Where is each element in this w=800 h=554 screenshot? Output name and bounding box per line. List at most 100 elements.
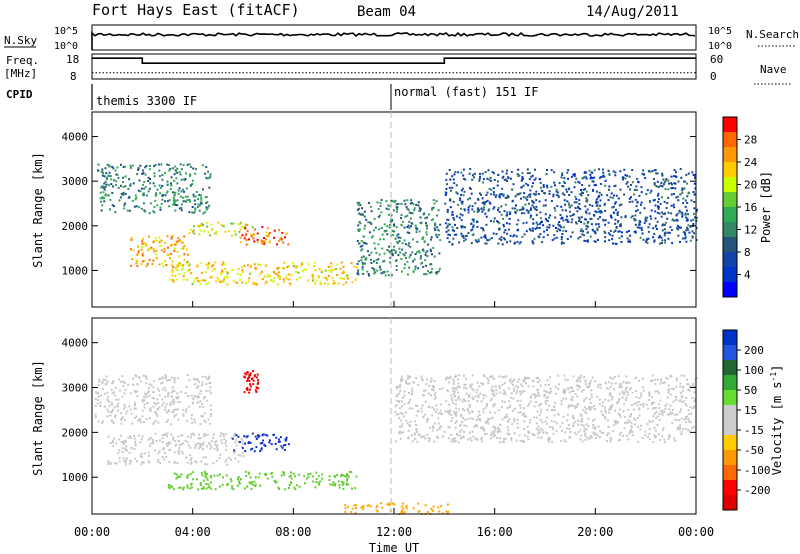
power-echo-5-308 — [358, 203, 361, 205]
power-colorbar-tick-label-6: 4 — [744, 269, 751, 282]
nave-trace — [92, 57, 696, 64]
power-echo-0-85 — [189, 200, 192, 203]
power-echo-6-688 — [612, 194, 615, 197]
power-echo-5-176 — [413, 207, 416, 210]
velocity-echo-6-1036 — [495, 392, 498, 395]
power-echo-5-179 — [374, 271, 377, 274]
power-echo-6-747 — [532, 192, 535, 195]
velocity-echo-6-1089 — [681, 386, 684, 389]
power-echo-6-1003 — [522, 184, 525, 187]
power-echo-4-75 — [219, 281, 222, 284]
velocity-echo-0-188 — [208, 382, 211, 384]
velocity-echo-0-291 — [136, 383, 139, 386]
velocity-echo-6-998 — [463, 409, 466, 412]
power-echo-6-670 — [478, 192, 481, 195]
power-echo-5-289 — [383, 223, 386, 226]
velocity-echo-2-28 — [264, 445, 267, 447]
velocity-echo-6-311 — [491, 389, 494, 392]
velocity-echo-1-77 — [224, 460, 227, 463]
velocity-echo-0-68 — [176, 397, 179, 400]
velocity-echo-4-34 — [298, 485, 301, 488]
power-echo-6-188 — [484, 212, 487, 215]
power-echo-5-140 — [404, 203, 407, 206]
velocity-echo-6-682 — [663, 438, 666, 441]
velocity-echo-6-446 — [544, 400, 547, 403]
velocity-echo-6-198 — [491, 416, 494, 419]
velocity-echo-1-201 — [219, 435, 222, 438]
velocity-echo-1-95 — [180, 443, 183, 445]
velocity-echo-6-63 — [587, 417, 590, 420]
velocity-echo-4-103 — [333, 475, 336, 477]
power-echo-0-60 — [205, 176, 208, 179]
velocity-echo-6-832 — [583, 427, 586, 430]
velocity-echo-0-261 — [167, 393, 170, 396]
velocity-echo-6-530 — [562, 390, 565, 393]
velocity-echo-6-946 — [579, 385, 582, 388]
power-echo-6-625 — [587, 194, 590, 197]
power-echo-6-942 — [561, 209, 564, 212]
power-echo-5-242 — [423, 241, 426, 243]
velocity-echo-6-680 — [660, 378, 663, 381]
power-echo-6-717 — [481, 172, 484, 175]
velocity-echo-2-36 — [268, 441, 271, 444]
power-echo-4-140 — [284, 275, 287, 278]
velocity-echo-6-795 — [585, 396, 588, 399]
velocity-echo-6-781 — [433, 380, 436, 383]
power-echo-5-270 — [368, 231, 371, 234]
power-echo-5-320 — [361, 212, 364, 215]
velocity-echo-6-419 — [551, 428, 554, 430]
velocity-echo-0-172 — [134, 407, 137, 410]
velocity-echo-2-37 — [235, 434, 238, 437]
power-echo-6-761 — [554, 216, 557, 219]
power-echo-6-684 — [672, 193, 675, 195]
power-echo-6-469 — [619, 223, 622, 226]
power-echo-6-630 — [540, 189, 543, 192]
power-echo-4-154 — [202, 279, 205, 282]
power-echo-4-143 — [194, 277, 197, 280]
velocity-echo-0-3 — [165, 421, 168, 423]
power-echo-6-617 — [682, 231, 685, 234]
power-echo-6-722 — [462, 226, 465, 228]
velocity-echo-6-570 — [482, 411, 485, 414]
velocity-echo-6-730 — [623, 427, 626, 430]
power-echo-4-227 — [272, 280, 275, 283]
velocity-echo-6-1000 — [412, 381, 415, 384]
velocity-echo-6-824 — [395, 399, 398, 402]
power-echo-6-319 — [613, 231, 616, 233]
velocity-echo-1-50 — [111, 441, 114, 444]
velocity-echo-4-131 — [259, 484, 262, 487]
velocity-echo-4-105 — [238, 480, 241, 483]
velocity-echo-6-1122 — [522, 439, 524, 442]
velocity-echo-6-666 — [435, 408, 438, 411]
power-echo-1-63 — [173, 247, 176, 250]
velocity-echo-1-218 — [156, 460, 159, 463]
power-echo-6-831 — [529, 195, 532, 198]
power-echo-4-215 — [265, 280, 268, 283]
velocity-echo-0-225 — [105, 375, 108, 378]
power-echo-6-213 — [599, 204, 602, 207]
power-echo-4-105 — [193, 280, 196, 283]
power-echo-6-384 — [685, 173, 688, 176]
velocity-echo-6-1073 — [686, 415, 689, 418]
power-echo-0-258 — [192, 193, 195, 196]
power-echo-6-794 — [577, 207, 580, 209]
velocity-echo-4-22 — [201, 474, 204, 477]
velocity-echo-6-862 — [468, 431, 471, 434]
power-echo-0-223 — [140, 207, 143, 210]
power-echo-0-303 — [114, 211, 117, 214]
power-echo-1-30 — [137, 252, 140, 255]
velocity-echo-6-449 — [641, 437, 644, 440]
power-echo-6-245 — [502, 223, 505, 226]
velocity-echo-6-350 — [629, 415, 632, 418]
velocity-echo-6-150 — [609, 440, 612, 443]
power-echo-3-21 — [266, 227, 269, 230]
velocity-echo-6-324 — [618, 399, 620, 402]
power-echo-5-241 — [435, 200, 438, 203]
velocity-echo-0-120 — [123, 392, 126, 395]
velocity-echo-6-103 — [604, 398, 607, 401]
velocity-echo-6-408 — [403, 390, 406, 393]
power-echo-6-711 — [628, 239, 631, 242]
velocity-echo-6-958 — [455, 388, 458, 391]
velocity-echo-6-360 — [459, 424, 462, 427]
power-echo-3-34 — [241, 234, 244, 237]
